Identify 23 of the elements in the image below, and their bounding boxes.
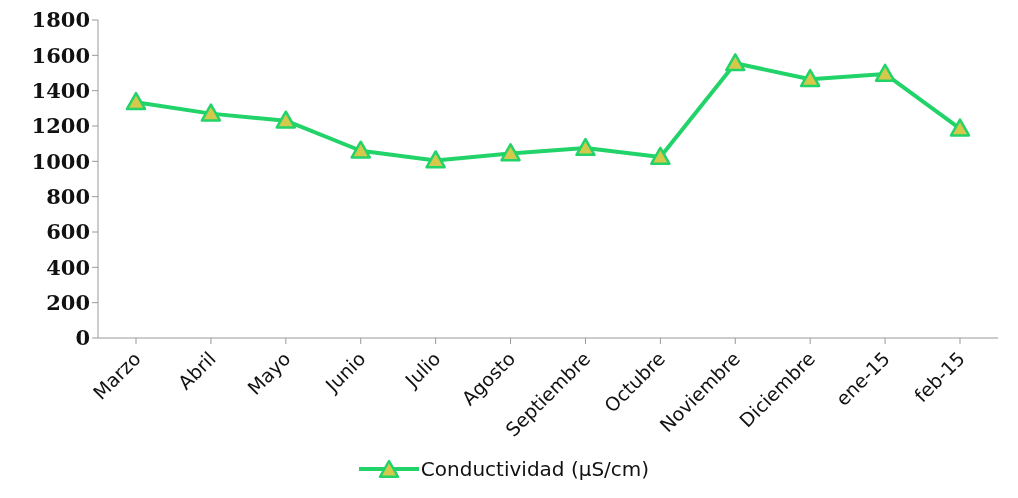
legend-label: Conductividad (µS/cm) bbox=[420, 457, 650, 481]
point bbox=[125, 91, 147, 111]
y-tick-label: 1200 bbox=[31, 113, 90, 139]
point bbox=[275, 110, 297, 129]
point bbox=[949, 118, 971, 137]
y-tick-label: 1800 bbox=[31, 7, 90, 33]
point bbox=[575, 137, 596, 157]
y-tick-label: 200 bbox=[46, 290, 90, 316]
point bbox=[874, 63, 896, 82]
y-tick-label: 400 bbox=[46, 254, 90, 280]
y-tick-label: 800 bbox=[46, 184, 90, 210]
point bbox=[725, 53, 746, 72]
y-tick-label: 1600 bbox=[31, 42, 90, 68]
y-tick-label: 1000 bbox=[31, 148, 90, 174]
point bbox=[650, 146, 671, 165]
point bbox=[425, 150, 446, 169]
point bbox=[200, 103, 222, 122]
y-tick-label: 0 bbox=[75, 325, 90, 351]
y-tick-label: 1400 bbox=[31, 78, 90, 104]
point bbox=[799, 68, 821, 88]
y-tick-label: 600 bbox=[46, 219, 90, 245]
point bbox=[500, 143, 521, 162]
point bbox=[350, 140, 371, 159]
